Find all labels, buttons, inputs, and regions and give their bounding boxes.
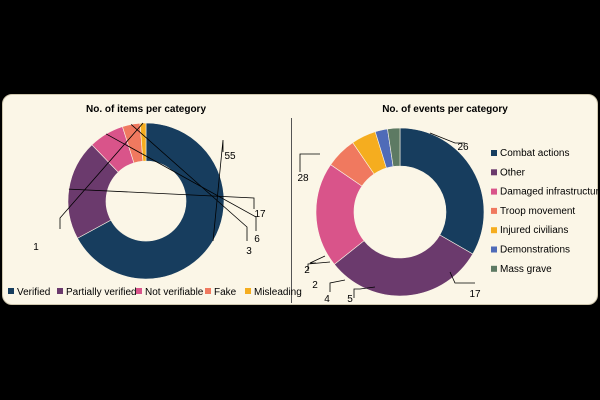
slice-verified	[77, 122, 225, 280]
data-label-fake: 3	[246, 246, 252, 257]
legend-label-damaged-infrastructure: Damaged infrastructure	[500, 187, 600, 198]
legend-swatch-not-verifiable	[136, 288, 142, 294]
legend-swatch-mass-grave	[491, 265, 497, 272]
legend-swatch-troop-movement	[491, 207, 497, 214]
legend-label-fake: Fake	[214, 287, 237, 298]
legend-label-troop-movement: Troop movement	[500, 206, 575, 217]
legend-swatch-demonstrations	[491, 246, 497, 253]
legend-swatch-misleading	[245, 288, 251, 294]
data-label-misleading: 1	[33, 242, 39, 253]
data-label-damaged-infrastructure: 17	[469, 289, 481, 300]
slice-mass-grave	[387, 127, 401, 167]
chart-title-items: No. of items per category	[86, 104, 206, 115]
data-label-demonstrations: 2	[304, 265, 310, 276]
data-label-other: 26	[457, 142, 469, 153]
chart-title-events: No. of events per category	[382, 104, 508, 115]
leader-mass-grave	[309, 255, 326, 264]
legend-swatch-injured-civilians	[491, 227, 497, 234]
slice-combat-actions	[399, 127, 485, 255]
leader-not-verifiable	[105, 133, 257, 231]
leader-fake	[130, 124, 248, 241]
legend-label-mass-grave: Mass grave	[500, 264, 552, 275]
leader-troop-movement	[353, 286, 376, 298]
legend-swatch-combat-actions	[491, 150, 497, 156]
data-label-injured-civilians: 4	[324, 294, 330, 305]
legend-label-demonstrations: Demonstrations	[500, 245, 570, 256]
leader-other	[429, 132, 465, 144]
legend-label-injured-civilians: Injured civilians	[500, 225, 568, 236]
legend-swatch-verified	[8, 288, 14, 294]
leader-injured-civilians	[329, 279, 346, 292]
legend-label-partially-verified: Partially verified	[66, 287, 137, 298]
legend-swatch-partially-verified	[57, 288, 63, 294]
legend-label-misleading: Misleading	[254, 287, 302, 298]
data-label-partially-verified: 17	[254, 209, 266, 220]
data-label-mass-grave: 2	[312, 280, 318, 291]
data-label-verified: 55	[224, 151, 236, 162]
panel-divider	[291, 118, 292, 303]
leader-combat-actions	[299, 153, 320, 172]
leader-misleading	[59, 122, 144, 229]
leader-demonstrations	[307, 261, 331, 271]
slice-other	[333, 234, 474, 297]
legend-label-other: Other	[500, 167, 526, 178]
data-label-combat-actions: 28	[297, 173, 309, 184]
data-label-not-verifiable: 6	[254, 234, 260, 245]
leader-damaged-infrastructure	[449, 271, 475, 284]
leader-verified	[212, 139, 224, 241]
data-label-troop-movement: 5	[347, 294, 353, 305]
slice-misleading	[139, 122, 147, 162]
legend-swatch-fake	[205, 288, 211, 294]
legend-label-not-verifiable: Not verifiable	[145, 287, 204, 298]
legend-swatch-damaged-infrastructure	[491, 188, 497, 195]
leader-partially-verified	[68, 188, 255, 209]
legend-label-combat-actions: Combat actions	[500, 148, 569, 159]
legend-swatch-other	[491, 169, 497, 176]
legend-label-verified: Verified	[17, 287, 50, 298]
